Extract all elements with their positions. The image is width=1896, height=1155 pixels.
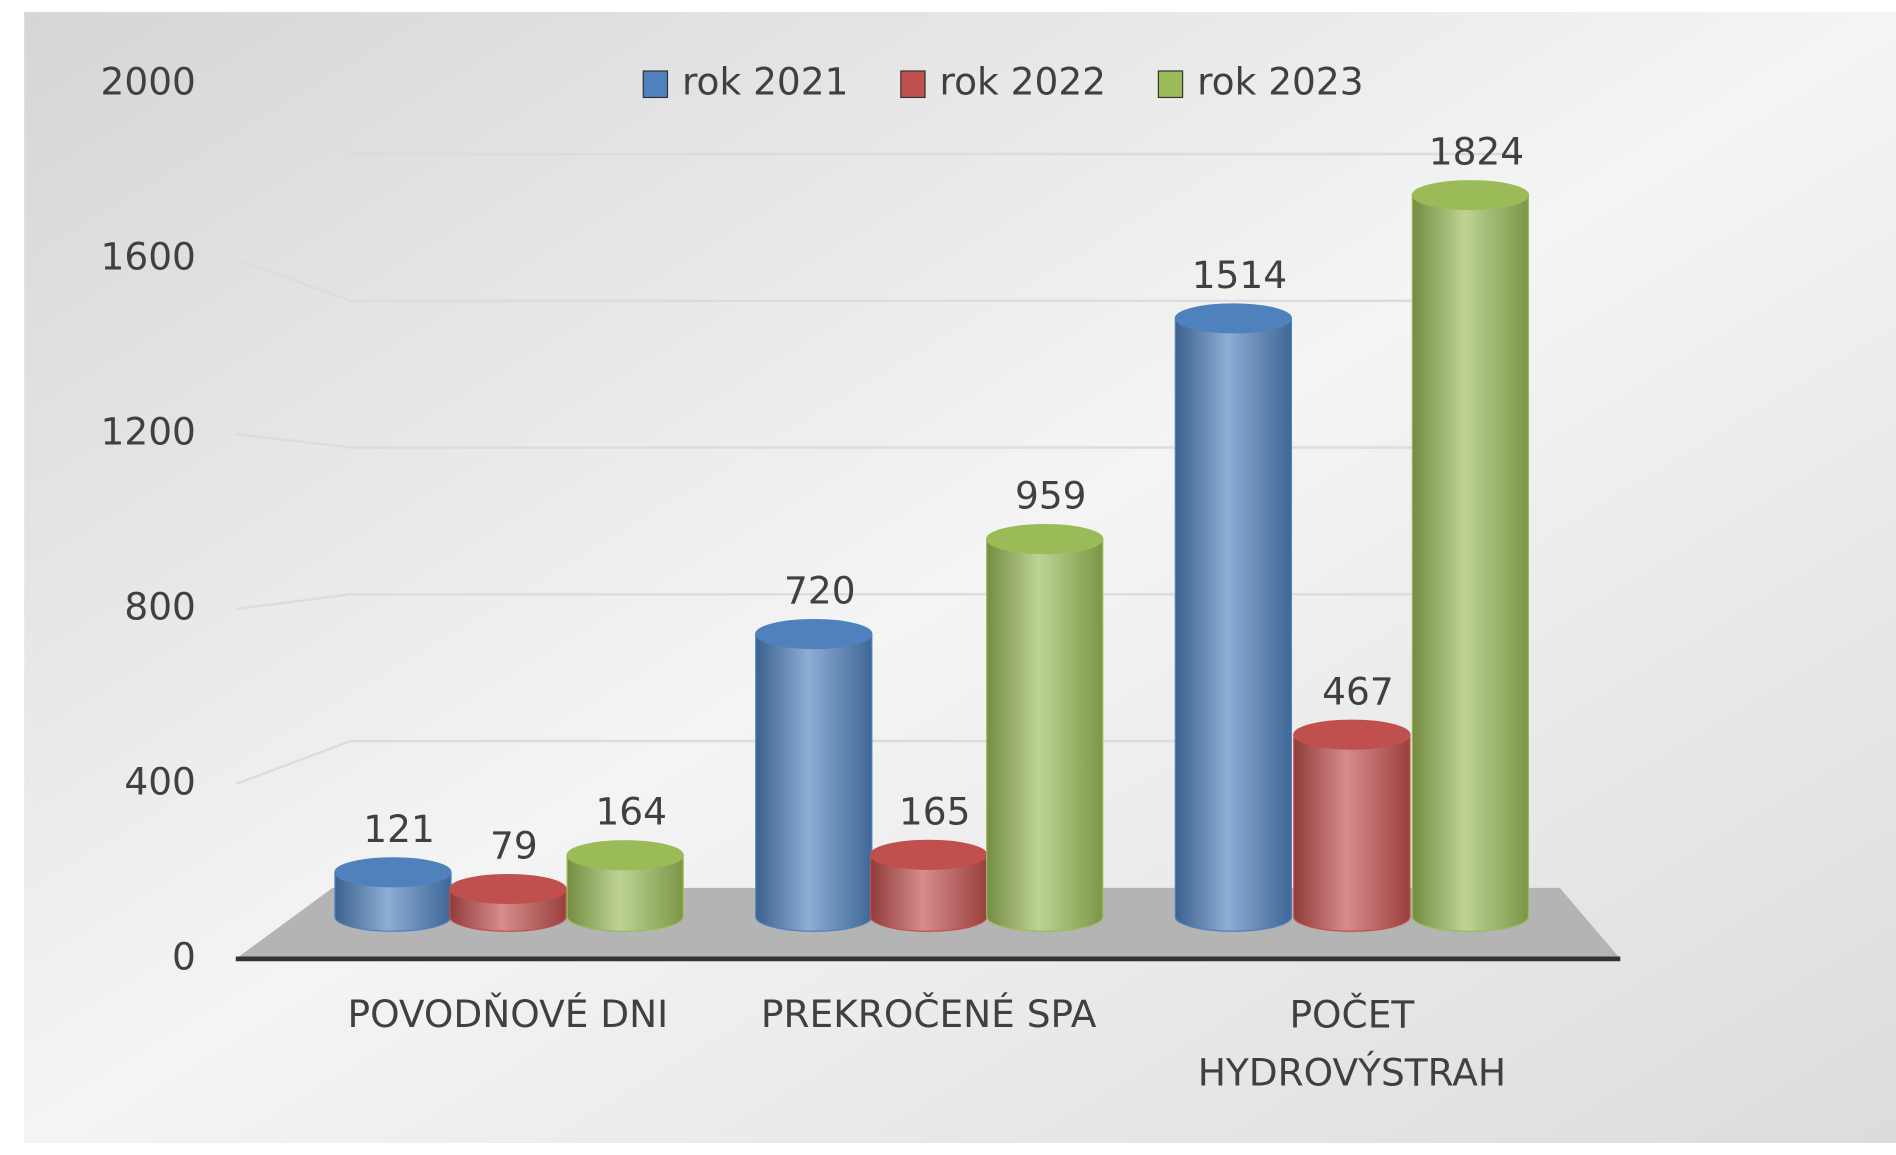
bar <box>1293 734 1411 932</box>
y-tick-label: 400 <box>124 760 196 804</box>
bar <box>566 854 684 932</box>
data-label: 720 <box>784 569 856 613</box>
bar-top <box>1411 180 1530 211</box>
bar-top <box>1174 303 1293 334</box>
grid-line <box>235 83 1512 156</box>
bar <box>755 633 873 932</box>
data-label: 467 <box>1322 669 1394 713</box>
bar <box>870 854 988 932</box>
chart-area <box>24 12 1896 1143</box>
y-tick-label: 800 <box>124 585 196 629</box>
x-tick-label: PREKROČENÉ SPA <box>761 992 1097 1036</box>
bar-top <box>1293 719 1411 750</box>
data-label: 165 <box>899 789 971 833</box>
legend-swatch <box>900 70 926 99</box>
x-tick-label: POVODŇOVÉ DNI <box>347 992 668 1036</box>
data-label: 164 <box>595 790 667 834</box>
legend-label: rok 2023 <box>1197 60 1363 104</box>
grid-line <box>235 739 1512 786</box>
bar-top <box>755 619 873 650</box>
bar-top <box>449 873 567 905</box>
data-label: 959 <box>1015 474 1087 518</box>
grid-line <box>235 593 1512 611</box>
y-tick-label: 2000 <box>101 60 196 104</box>
bar <box>334 871 452 932</box>
legend-label: rok 2021 <box>682 60 848 104</box>
bar-top <box>566 840 684 871</box>
data-label: 1824 <box>1429 130 1524 174</box>
grid-line <box>235 258 1512 302</box>
data-label: 1514 <box>1192 253 1287 297</box>
bar-top <box>986 524 1104 555</box>
bar-top <box>870 839 988 870</box>
bar <box>1174 317 1293 932</box>
bar <box>1411 194 1530 932</box>
x-tick-label: POČET HYDROVÝSTRAH <box>1198 992 1506 1094</box>
bar <box>986 538 1104 932</box>
legend-swatch <box>1157 70 1184 99</box>
bar-top <box>334 857 452 888</box>
legend: rok 2021 rok 2022 rok 2023 <box>642 60 1364 104</box>
grid-line <box>235 432 1512 449</box>
data-label: 121 <box>363 807 435 851</box>
y-tick-label: 0 <box>172 934 196 978</box>
legend-label: rok 2022 <box>940 60 1106 104</box>
data-label: 79 <box>490 824 538 868</box>
y-tick-label: 1200 <box>101 410 196 454</box>
y-tick-label: 1600 <box>101 235 196 279</box>
legend-swatch <box>642 70 669 99</box>
